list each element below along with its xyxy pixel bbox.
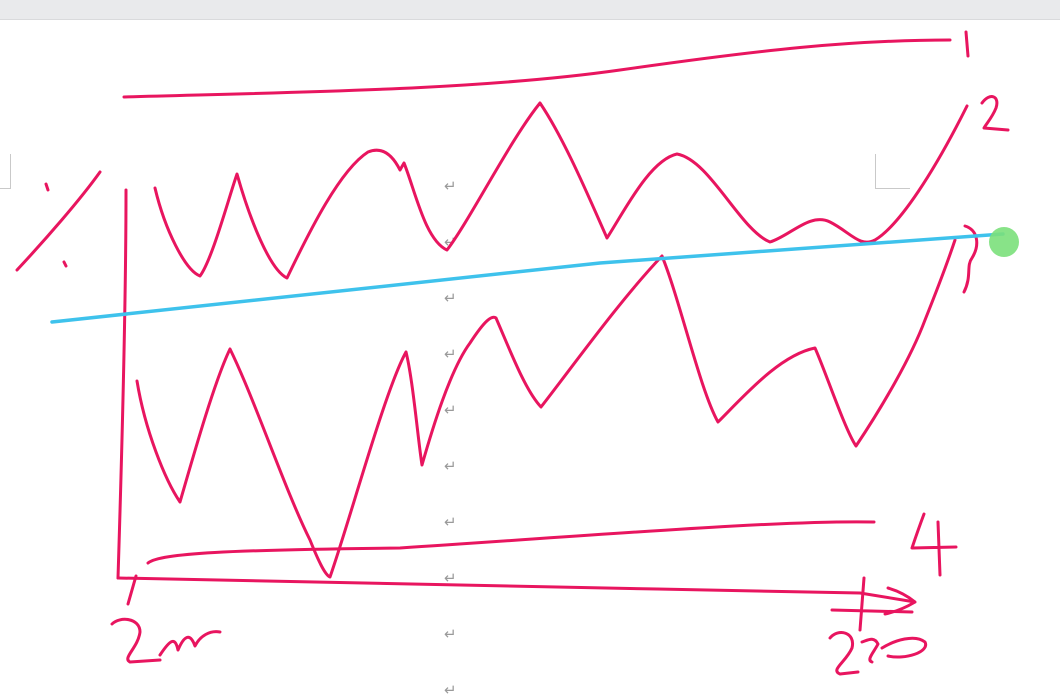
ink-left-slash [15, 170, 102, 272]
ink-label-x-start [110, 617, 222, 664]
ink-left-dot [44, 182, 68, 268]
paragraph-mark: ↵ [444, 681, 457, 697]
page-margin-corner-right [875, 154, 910, 189]
ink-label-2 [980, 95, 1010, 132]
page-margin-corner-left [0, 154, 11, 189]
paragraph-mark: ↵ [444, 625, 457, 643]
paragraph-mark: ↵ [444, 513, 457, 531]
paragraph-mark: ↵ [444, 457, 457, 475]
ink-bottom-line [146, 520, 876, 565]
document-page[interactable]: ↵ ↵ ↵ ↵ ↵ ↵ ↵ ↵ ↵ ↵ [0, 20, 1060, 697]
paragraph-mark: ↵ [444, 233, 457, 251]
paragraph-mark: ↵ [444, 177, 457, 195]
window-top-bar [0, 0, 1060, 20]
ink-label-x-end [828, 631, 928, 676]
ink-label-3 [962, 224, 979, 294]
ink-blue-line [50, 232, 1005, 324]
ink-label-4 [910, 512, 958, 577]
ink-y-axis [116, 188, 128, 580]
ink-upper-zigzag [153, 101, 969, 280]
pen-cursor-dot[interactable] [989, 227, 1019, 257]
ink-lower-zigzag [135, 238, 957, 579]
ink-x-axis-start-tick [126, 574, 138, 606]
paragraph-mark: ↵ [444, 345, 457, 363]
ink-x-axis-end-tick [830, 576, 914, 632]
ink-top-line [122, 38, 952, 99]
ink-x-axis [116, 576, 917, 616]
paragraph-mark: ↵ [444, 401, 457, 419]
ink-label-1 [964, 30, 970, 58]
paragraph-mark: ↵ [444, 289, 457, 307]
paragraph-mark: ↵ [444, 569, 457, 587]
